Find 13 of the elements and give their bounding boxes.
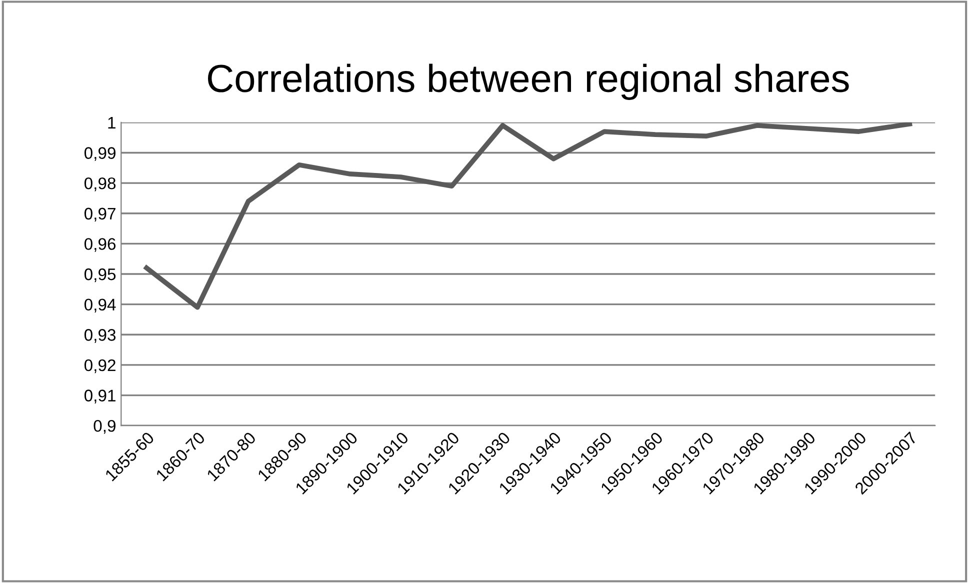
y-tick-label: 0,97 [84, 208, 116, 222]
y-tick-label: 0,98 [84, 177, 116, 192]
y-tick-label: 1 [108, 117, 116, 128]
y-tick-label: 0,93 [84, 329, 116, 343]
y-tick-label: 0,99 [84, 147, 116, 161]
y-tick-label: 0,96 [84, 238, 116, 252]
y-tick-label: 0,95 [84, 268, 116, 282]
chart-title: Correlations between regional shares [208, 64, 849, 100]
y-tick-label: 0,92 [84, 359, 116, 374]
y-tick-label: 0,91 [84, 390, 116, 404]
y-tick-label: 0,9 [94, 420, 116, 434]
y-tick-label: 0,94 [84, 298, 116, 312]
line-series [144, 122, 912, 310]
